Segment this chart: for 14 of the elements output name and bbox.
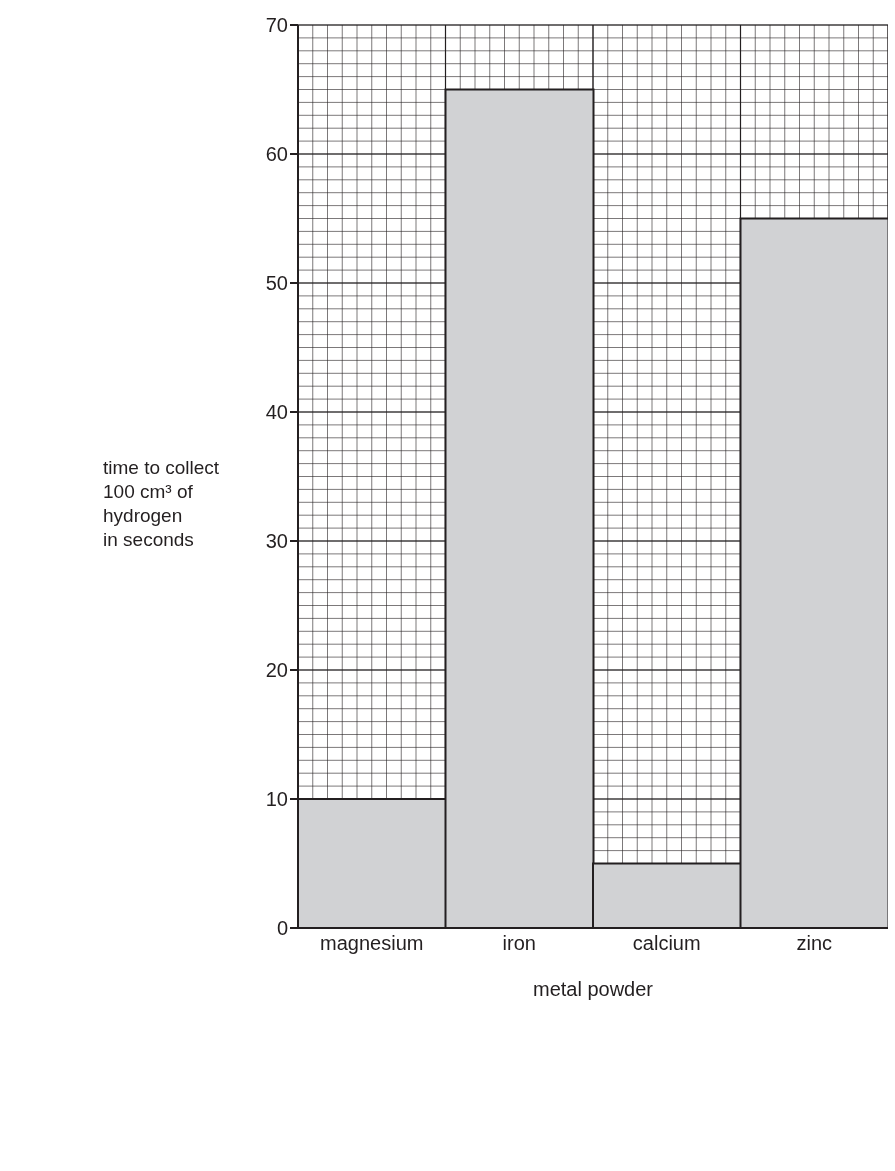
- y-tick-label: 20: [265, 659, 288, 682]
- y-tick-label: 70: [265, 14, 288, 37]
- y-tick-label: 50: [265, 272, 288, 295]
- y-tick-label: 40: [265, 401, 288, 424]
- x-tick-label: magnesium: [320, 932, 424, 955]
- y-tick-label: 0: [276, 917, 288, 940]
- y-tick-label: 30: [265, 530, 288, 553]
- y-axis-title: time to collect 100 cm³ of hydrogen in seconds: [103, 456, 221, 552]
- x-tick-label: calcium: [632, 932, 701, 955]
- x-tick-label: zinc: [796, 932, 833, 955]
- y-tick-label: 10: [265, 788, 288, 811]
- y-tick-label: 60: [265, 143, 288, 166]
- x-axis-title: metal powder: [532, 978, 654, 1000]
- x-tick-label: iron: [502, 932, 536, 955]
